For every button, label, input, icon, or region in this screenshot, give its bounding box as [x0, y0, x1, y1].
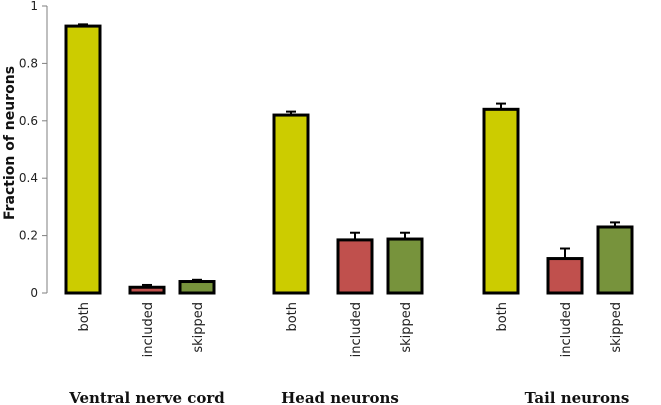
category-label-skipped: skipped: [609, 302, 624, 353]
category-label-both: both: [285, 302, 300, 332]
category-label-both: both: [77, 302, 92, 332]
bar-included: [336, 238, 374, 295]
bar-both: [482, 107, 520, 295]
y-tick-label: 0.6: [19, 114, 38, 128]
bar-skipped: [178, 280, 216, 295]
bar-both: [64, 24, 102, 295]
group-label: Tail neurons: [525, 389, 630, 405]
category-label-skipped: skipped: [399, 302, 414, 353]
group-label: Head neurons: [281, 389, 399, 405]
y-axis-title: Fraction of neurons: [2, 66, 18, 220]
y-tick-label: 0: [30, 286, 38, 300]
group-label: Ventral nerve cord: [68, 389, 225, 405]
bar-skipped: [386, 237, 424, 295]
category-label-both: both: [495, 302, 510, 332]
category-label-included: included: [141, 302, 156, 357]
category-label-skipped: skipped: [191, 302, 206, 353]
y-tick-label: 1: [30, 0, 38, 13]
y-tick-label: 0.2: [19, 229, 38, 243]
y-axis: 0 0.2 0.4 0.6 0.8 1: [19, 0, 48, 300]
bars: [64, 23, 634, 295]
bar-both: [272, 113, 310, 295]
category-labels: both included skipped Ventral nerve cord bot…: [68, 302, 629, 405]
bar-included: [128, 285, 166, 295]
y-tick-label: 0.4: [19, 171, 38, 185]
category-label-included: included: [349, 302, 364, 357]
bar-included: [546, 257, 584, 295]
y-tick-label: 0.8: [19, 56, 38, 70]
bar-skipped: [596, 225, 634, 295]
category-label-included: included: [559, 302, 574, 357]
